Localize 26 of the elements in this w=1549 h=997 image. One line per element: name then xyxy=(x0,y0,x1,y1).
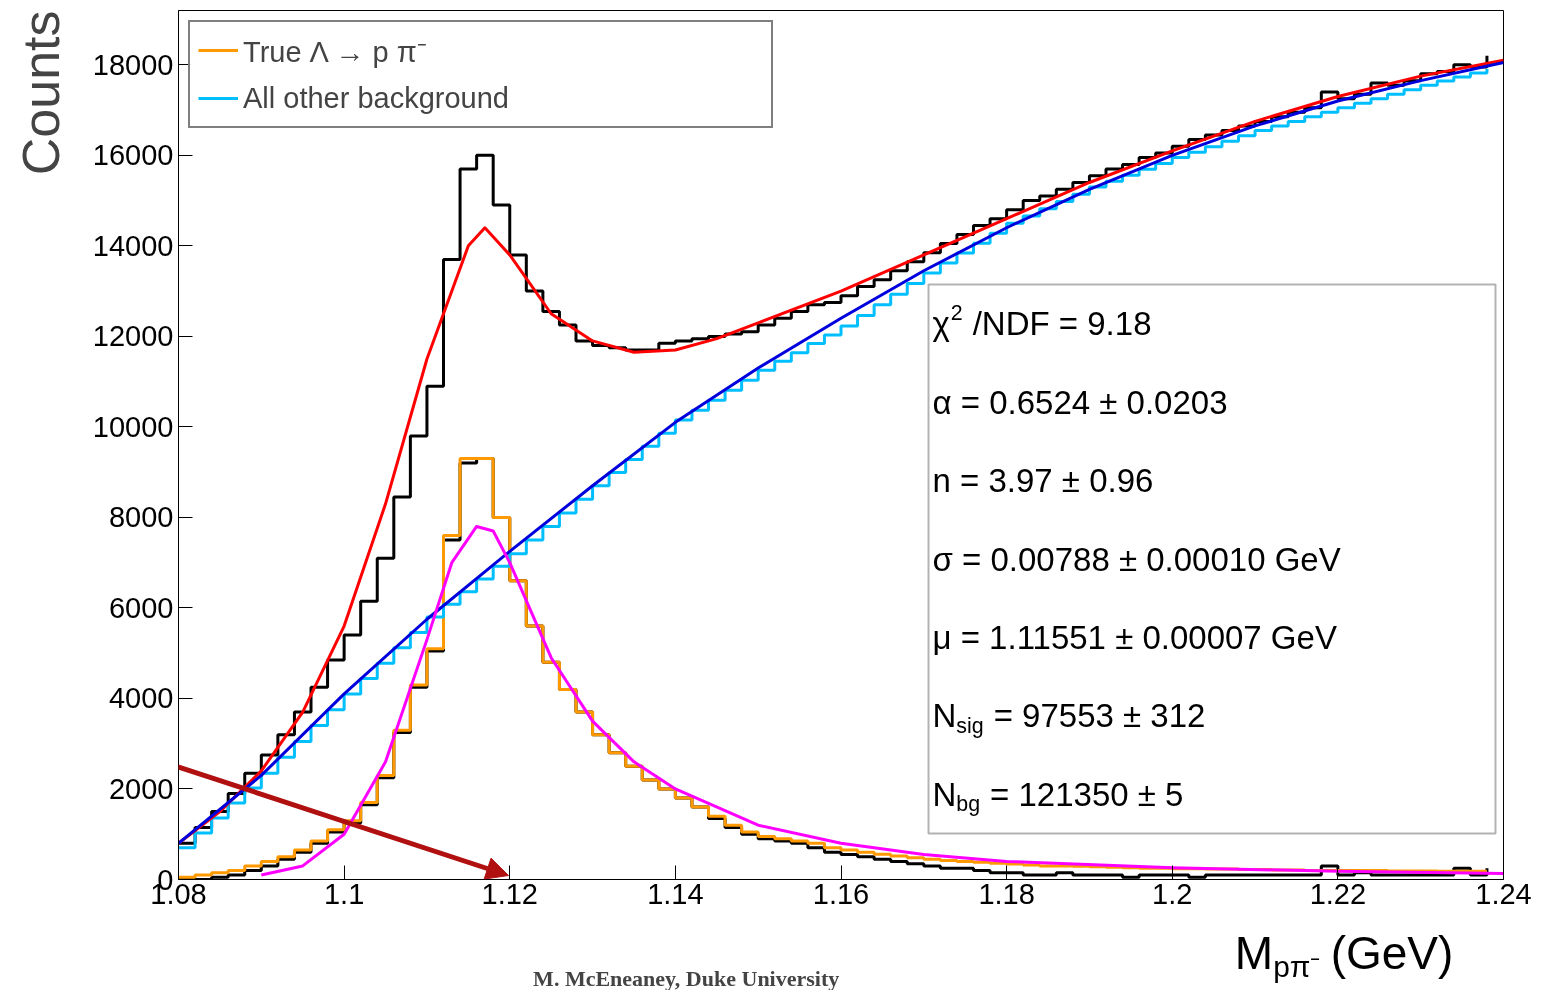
y-tick-label: 6000 xyxy=(108,591,174,624)
y-tick-label: 4000 xyxy=(108,682,174,715)
x-tick-label: 1.24 xyxy=(1475,877,1532,910)
y-tick-label: 16000 xyxy=(92,139,174,172)
x-tick-label: 1.2 xyxy=(1152,877,1193,910)
x-tick-label: 1.18 xyxy=(978,877,1035,910)
line-series xyxy=(259,524,1504,877)
x-tick-label: 1.22 xyxy=(1309,877,1367,910)
legend-label: True Λ → p π⁻ xyxy=(243,34,428,70)
y-axis-title: Counts xyxy=(11,10,70,176)
annotation: μ = 1.11551 ± 0.00007 GeV xyxy=(932,618,1337,656)
annotation: n = 3.97 ± 0.96 xyxy=(932,462,1154,500)
annotation: σ = 0.00788 ± 0.00010 GeV xyxy=(932,540,1341,578)
annotation: α = 0.6524 ± 0.0203 xyxy=(932,383,1228,421)
legend-label: All other background xyxy=(243,81,510,115)
x-tick-label: 1.14 xyxy=(647,877,704,910)
y-tick-label: 12000 xyxy=(92,320,174,353)
y-tick-label: 18000 xyxy=(92,48,174,81)
y-tick-label: 14000 xyxy=(92,229,174,262)
y-tick-label: 10000 xyxy=(92,410,174,443)
text: M. McEneaney, Duke University xyxy=(533,966,840,991)
y-tick-label: 2000 xyxy=(108,772,174,805)
y-tick-label: 8000 xyxy=(108,501,174,534)
x-tick-label: 1.1 xyxy=(323,877,365,910)
x-tick-label: 1.16 xyxy=(812,877,870,910)
x-tick-label: 1.12 xyxy=(481,877,538,910)
